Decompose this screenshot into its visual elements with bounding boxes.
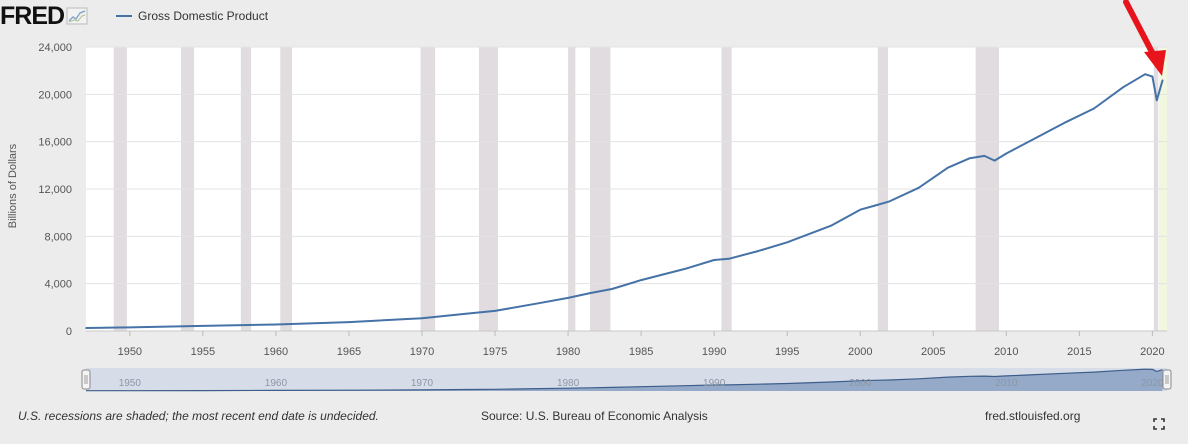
gdp-data-point xyxy=(1093,107,1095,110)
source-text: Source: U.S. Bureau of Economic Analysis xyxy=(481,409,708,423)
x-tick-label: 1960 xyxy=(264,346,288,358)
x-tick-label: 1965 xyxy=(337,346,361,358)
gdp-data-point xyxy=(348,321,350,323)
gdp-series-line xyxy=(85,73,1164,329)
gdp-data-point xyxy=(968,157,971,160)
gdp-data-point xyxy=(129,326,131,329)
range-navigator-label: 2020 xyxy=(1141,378,1164,389)
legend-label: Gross Domestic Product xyxy=(138,9,269,23)
gdp-data-point xyxy=(917,187,920,189)
range-navigator-label: 1990 xyxy=(703,378,726,389)
x-tick-label: 2020 xyxy=(1140,346,1164,358)
gdp-data-point xyxy=(1122,86,1124,89)
y-tick-label: 24,000 xyxy=(38,42,72,54)
gdp-data-point xyxy=(983,155,986,157)
x-tick-label: 1995 xyxy=(775,346,799,358)
site-link[interactable]: fred.stlouisfed.org xyxy=(985,409,1081,423)
gdp-data-point xyxy=(275,323,277,326)
x-tick-label: 2000 xyxy=(848,346,872,358)
gdp-data-point xyxy=(713,259,715,261)
range-handle-left[interactable] xyxy=(81,369,91,390)
gdp-data-point xyxy=(85,327,87,329)
y-tick-label: 20,000 xyxy=(38,89,72,101)
gdp-data-point xyxy=(1161,79,1164,81)
gdp-data-point xyxy=(947,166,949,169)
range-navigator-area xyxy=(86,369,1163,391)
range-navigator-label: 1970 xyxy=(411,378,434,389)
gdp-data-point xyxy=(465,313,467,315)
y-tick-label: 16,000 xyxy=(38,137,72,149)
x-tick-label: 2005 xyxy=(921,346,945,358)
gdp-data-point xyxy=(993,159,996,162)
x-tick-label: 2015 xyxy=(1067,346,1091,358)
x-tick-label: 2010 xyxy=(994,346,1018,358)
fred-logo[interactable]: FRED xyxy=(0,2,88,30)
gdp-data-point xyxy=(1005,152,1008,155)
gdp-data-point xyxy=(1063,121,1066,124)
gdp-line-chart[interactable]: 0 4,000 8,000 12,000 16,000 20,000 24,000 1950 1… xyxy=(0,0,1188,400)
range-handle-right[interactable] xyxy=(1162,369,1172,390)
x-tick-label: 1955 xyxy=(191,346,215,358)
gdp-data-point xyxy=(589,292,591,294)
y-tick-label: 0 xyxy=(66,326,72,338)
gdp-data-point xyxy=(611,288,613,290)
gdp-data-point xyxy=(830,224,832,227)
recession-note: U.S. recessions are shaded; the most rec… xyxy=(18,409,379,423)
gdp-data-point xyxy=(684,268,686,270)
legend-swatch xyxy=(116,15,132,17)
x-tick-label: 1985 xyxy=(629,346,653,358)
x-tick-label: 1975 xyxy=(483,346,507,358)
gdp-data-point xyxy=(1151,75,1154,78)
red-arrow-annotation xyxy=(1123,0,1166,76)
y-tick-label: 4,000 xyxy=(44,279,72,291)
gdp-data-point xyxy=(640,279,642,281)
range-navigator-label: 2000 xyxy=(849,378,872,389)
gdp-data-point xyxy=(859,208,862,211)
fred-logo-text: FRED xyxy=(0,1,65,30)
x-tick-label: 1970 xyxy=(410,346,434,358)
x-tick-label: 1950 xyxy=(118,346,142,358)
gdp-data-point xyxy=(757,250,759,252)
graph-icon xyxy=(66,7,88,25)
range-navigator-line xyxy=(86,368,1163,392)
range-navigator-label: 1960 xyxy=(265,378,288,389)
range-navigator-label: 1950 xyxy=(119,378,142,389)
gdp-data-point xyxy=(567,297,569,299)
gdp-data-point xyxy=(888,200,891,203)
x-tick-label: 1990 xyxy=(702,346,726,358)
gdp-data-point xyxy=(874,204,876,207)
chart-legend[interactable]: Gross Domestic Product xyxy=(116,9,268,23)
gdp-data-point xyxy=(1034,137,1037,139)
fullscreen-icon[interactable] xyxy=(1153,418,1165,430)
gdp-data-point xyxy=(1155,99,1158,102)
range-navigator-label: 2010 xyxy=(995,378,1018,389)
gdp-data-point xyxy=(538,302,540,304)
y-tick-label: 8,000 xyxy=(44,231,72,243)
gdp-data-point xyxy=(1144,73,1146,76)
gdp-data-point xyxy=(494,310,496,312)
y-tick-label: 12,000 xyxy=(38,184,72,196)
gdp-data-point xyxy=(786,241,788,244)
gdp-data-point xyxy=(421,317,423,320)
x-tick-label: 1980 xyxy=(556,346,580,358)
gdp-data-point xyxy=(202,325,204,327)
gdp-data-point xyxy=(727,258,730,260)
range-navigator-label: 1980 xyxy=(557,378,580,389)
